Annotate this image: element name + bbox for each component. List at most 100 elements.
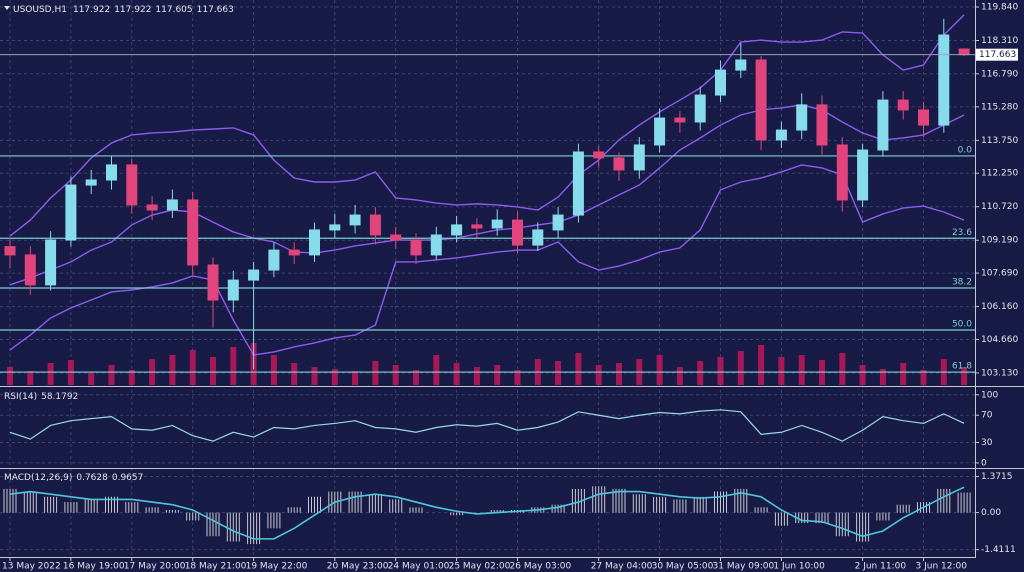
x-tick-label: 19 May 22:00 [246,562,308,572]
candle-body [735,59,747,71]
candle-body [512,219,523,246]
candle-body [775,129,787,141]
y-tick-label: 0.00 [981,508,1001,518]
volume-bar [920,370,927,385]
volume-bar [413,370,419,385]
candle-body [329,224,341,231]
candle-body [877,99,889,151]
candle-body [410,239,422,256]
volume-bar [473,367,480,385]
header-close: 117.663 [197,5,234,15]
candle-body [816,104,828,146]
bollinger-lower [9,164,965,356]
macd-title: MACD(12,26,9) [4,473,72,483]
volume-bar [798,355,805,385]
candle-body [593,151,605,159]
candle-body [85,179,97,186]
rsi-value: 58.1792 [41,392,78,402]
volume-bar [879,369,886,385]
volume-bar [758,345,765,385]
candle-body [491,219,503,229]
header-open: 117.922 [73,5,110,15]
candle-body [451,224,463,236]
candle-body [24,254,36,286]
volume-bar [839,353,846,385]
symbol: USOUSD,H1 [13,5,67,15]
candle-body [715,69,726,96]
signal-value: 0.9657 [112,473,144,483]
volume-bar [433,355,440,385]
volume-bar [575,353,582,385]
volume-bar [453,363,460,385]
y-tick-label: 109.190 [981,236,1018,246]
candle-body [126,164,138,206]
x-tick-label: 30 May 05:00 [652,562,714,572]
candle-body [897,99,909,111]
volume-bar [859,365,866,385]
fib-label: 50.0 [952,320,972,330]
candle-body [309,229,320,256]
volume-bar [230,347,237,385]
volume-bar [108,365,115,385]
candle-body [65,184,77,241]
volume-bar [514,370,521,385]
y-tick-label: 110.720 [981,202,1018,212]
volume-bar [169,355,176,385]
candle-body [857,149,869,201]
volume-bar [656,355,663,385]
menu-arrow[interactable] [4,6,10,10]
volume-bar [88,373,95,385]
x-tick-label: 2 Jun 11:00 [855,562,907,572]
fib-label: 61.8 [952,362,972,372]
candle-body [552,214,564,231]
y-tick-label: 107.690 [981,269,1018,279]
volume-bar [616,363,622,385]
volume-bar [7,367,13,385]
y-tick-label: 100 [981,390,998,400]
y-tick-label: 70 [981,411,993,421]
candle-body [532,229,544,246]
volume-bar [47,363,54,385]
candle-body [349,214,361,226]
volume-bar [392,365,399,385]
x-tick-label: 25 May 02:00 [449,562,511,572]
volume-bar [778,357,785,385]
candle-body [918,109,929,126]
header-high: 117.922 [114,5,151,15]
volume-bar [737,351,744,385]
macd-header: MACD(12,26,9) 0.7628 0.9657 [4,473,143,483]
y-tick-label: 112.250 [981,169,1018,179]
x-tick-label: 31 May 09:00 [713,562,775,572]
volume-bar [372,361,379,385]
x-tick-label: 26 May 03:00 [510,562,572,572]
candle-body [390,234,402,241]
y-tick-label: 116.790 [981,69,1018,79]
x-tick-label: 16 May 19:00 [63,562,125,572]
candle-body [796,104,808,131]
candle-body [369,214,381,236]
candle-body [958,48,970,56]
candle-body [227,279,239,301]
candle-body [430,234,442,256]
current-price-label: 117.663 [979,50,1016,60]
candle-body [836,144,848,201]
y-tick-label: -1.4111 [981,545,1016,555]
candle-body [674,117,686,123]
volume-bar [697,361,704,385]
volume-bar [189,350,196,385]
y-tick-label: 104.660 [981,335,1018,345]
candle-body [166,199,178,211]
candle-body [207,264,219,301]
candle-body [938,34,950,126]
y-tick-label: 0 [981,458,987,468]
candle-body [268,249,280,271]
candle-body [45,239,57,286]
x-tick-label: 1 Jun 10:00 [773,562,825,572]
candle-body [4,246,16,256]
candle-body [755,59,767,141]
volume-bar [210,357,216,385]
volume-bar [900,363,907,385]
candle-body [146,204,158,211]
volume-bar [717,357,724,385]
